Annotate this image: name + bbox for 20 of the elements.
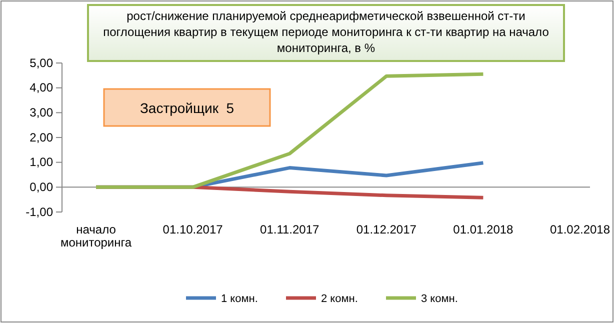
legend-label: 2 комн. [321, 293, 358, 305]
x-tick-label: 01.10.2017 [162, 222, 224, 237]
y-tick-label: 5,00 [30, 56, 54, 70]
label-box: Застройщик 5 [103, 88, 271, 127]
y-tick-label: 0,00 [30, 180, 54, 194]
legend-label: 3 комн. [421, 293, 458, 305]
x-tick-label: 01.11.2017 [260, 222, 320, 237]
y-tick-label: -1,00 [26, 204, 54, 219]
annotation: Застройщик 5 [140, 100, 234, 116]
x-tick-label: 01.12.2017 [356, 222, 417, 237]
chart-title: рост/снижение планируемой среднеарифметической взвешенной ст-ти поглощения квартир в текущем периоде мониторинга к ст-ти квартир на начало мониторинга, в % [103, 9, 550, 55]
x-tick-label: 01.02.2018 [550, 222, 610, 237]
y-tick-label: 3,00 [30, 106, 54, 120]
x-tick-label: начало мониторинга [60, 222, 132, 250]
line-series [94, 72, 485, 189]
x-tick-label: 01.01.2018 [453, 222, 514, 237]
y-tick-label: 2,00 [30, 130, 54, 144]
y-tick-label: 1,00 [30, 155, 54, 170]
legend-label: 1 комн. [221, 293, 258, 305]
y-tick-label: 4,00 [30, 80, 54, 95]
